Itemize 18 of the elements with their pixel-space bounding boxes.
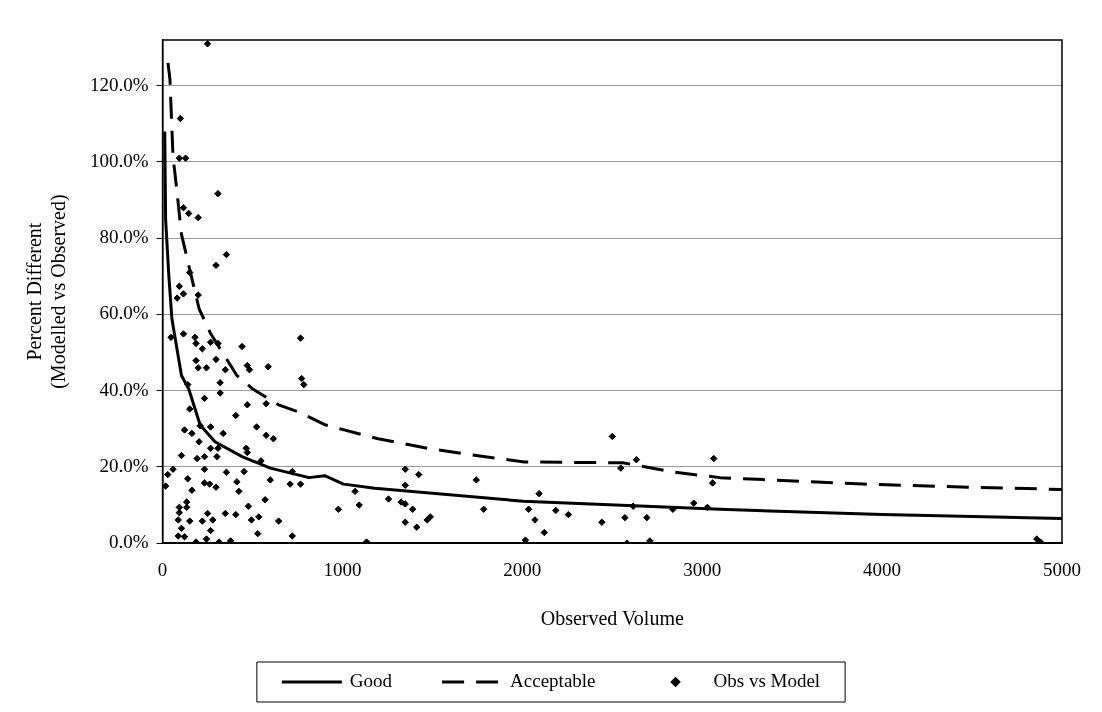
y-tick-label: 100.0% <box>90 149 149 171</box>
x-tick-label: 5000 <box>1043 558 1081 580</box>
y-tick-label: 80.0% <box>99 226 149 248</box>
legend-label: Obs vs Model <box>713 669 821 691</box>
y-tick-label: 40.0% <box>99 378 149 400</box>
y-tick-label: 60.0% <box>99 302 149 324</box>
y-tick-label: 120.0% <box>90 73 149 95</box>
x-tick-label: 4000 <box>863 558 902 580</box>
y-axis-title: Percent Different (Modelled vs Observed) <box>23 194 71 389</box>
y-tick-label: 20.0% <box>99 454 149 476</box>
x-tick-label: 3000 <box>683 558 722 580</box>
x-tick-label: 1000 <box>323 558 362 580</box>
legend-label: Acceptable <box>510 669 596 691</box>
x-axis-title: Observed Volume <box>540 607 684 630</box>
x-tick-label: 2000 <box>503 558 542 580</box>
x-tick-label: 0 <box>157 558 168 580</box>
y-tick-label: 0.0% <box>109 531 149 553</box>
legend-label: Good <box>349 669 393 691</box>
